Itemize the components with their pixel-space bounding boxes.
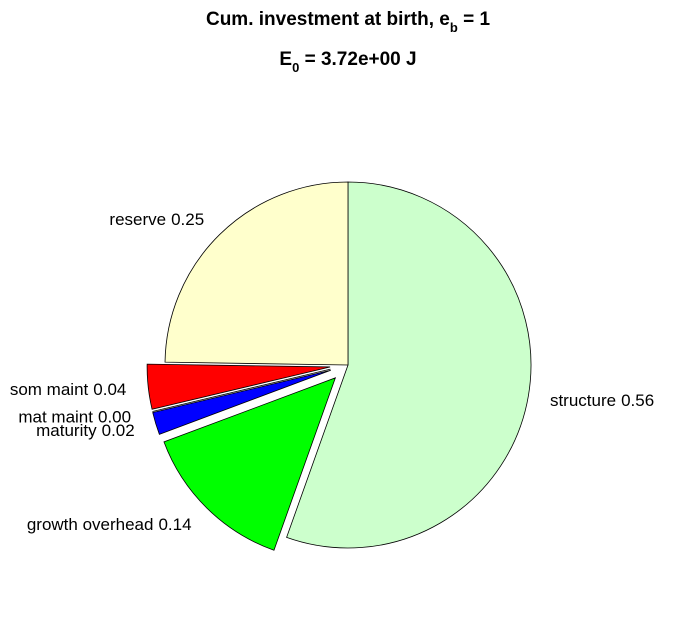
pie-slice: [164, 181, 349, 366]
slice-category: structure: [550, 391, 616, 410]
slice-label: reserve 0.25: [109, 210, 204, 229]
subtitle-subscript: 0: [292, 60, 299, 75]
slice-value: 0.04: [93, 380, 126, 399]
slice-value: 0.56: [621, 391, 654, 410]
title-text: = 1: [458, 9, 491, 30]
slice-label: maturity 0.02: [36, 421, 135, 440]
slice-category: growth overhead: [27, 515, 154, 534]
pie-slice: [146, 363, 331, 410]
slice-category: mat maint: [18, 408, 93, 427]
pie: structure 0.56 growth overhead 0.14 maturity…: [10, 181, 654, 551]
slice-value: 0.14: [158, 515, 191, 534]
slice-value: 0.00: [98, 408, 131, 427]
slice-value: 0.02: [102, 421, 135, 440]
slice-value: 0.25: [171, 210, 204, 229]
subtitle-text: E: [279, 49, 292, 70]
chart-subtitle: E0 = 3.72e+00 J: [279, 49, 416, 75]
chart-title: Cum. investment at birth, eb = 1: [206, 9, 490, 35]
pie-slice: [163, 377, 337, 551]
slice-label: mat maint 0.00: [18, 408, 131, 427]
slice-category: som maint: [10, 380, 89, 399]
subtitle-text: = 3.72e+00 J: [299, 49, 416, 70]
slice-category: reserve: [109, 210, 166, 229]
title-subscript: b: [450, 20, 458, 35]
pie-slice: [152, 368, 331, 412]
title-text: Cum. investment at birth, e: [206, 9, 450, 30]
pie-slice: [286, 181, 532, 549]
pie-slice: [152, 369, 331, 435]
slice-label: structure 0.56: [550, 391, 654, 410]
slice-label: growth overhead 0.14: [27, 515, 192, 534]
slice-category: maturity: [36, 421, 97, 440]
slice-label: som maint 0.04: [10, 380, 127, 399]
